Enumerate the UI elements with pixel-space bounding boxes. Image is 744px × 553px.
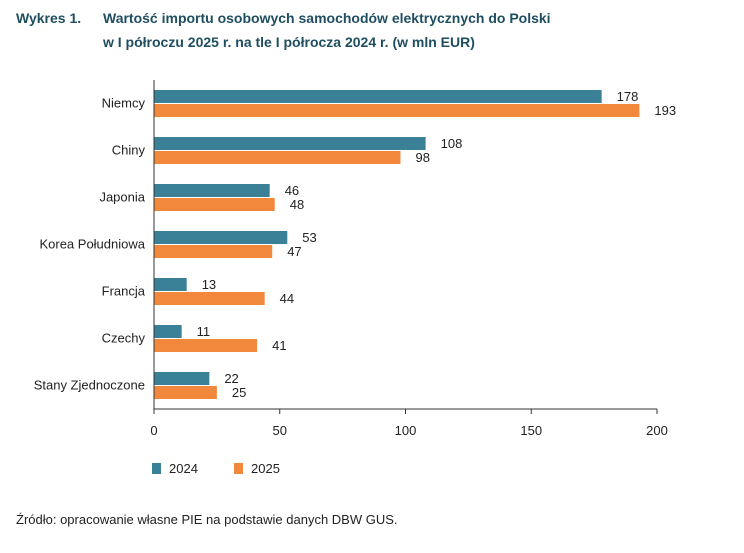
category-label-chiny: Chiny [112, 143, 146, 158]
x-tick-label-50: 50 [273, 423, 287, 438]
data-label-2025-japonia: 48 [290, 197, 304, 212]
chart-title-line-1: Wartość importu osobowych samochodów ele… [103, 10, 551, 26]
x-tick-label-200: 200 [646, 423, 668, 438]
category-label-japonia: Japonia [99, 190, 145, 205]
data-label-2025-czechy: 41 [272, 338, 286, 353]
x-tick-label-100: 100 [395, 423, 417, 438]
bar-2024-chiny [154, 137, 426, 150]
bar-2025-francja [154, 292, 265, 305]
bar-2024-japonia [154, 184, 270, 197]
source-note: Źródło: opracowanie własne PIE na podsta… [16, 512, 398, 527]
data-label-2024-stany-zjednoczone: 22 [224, 371, 238, 386]
chart-title-line-2: w I półroczu 2025 r. na tle I półrocza 2… [103, 34, 475, 50]
data-label-2025-chiny: 98 [415, 150, 429, 165]
bar-2025-stany-zjednoczone [154, 386, 217, 399]
data-label-2024-niemcy: 178 [617, 89, 639, 104]
category-label-czechy: Czechy [102, 331, 146, 346]
data-label-2025-niemcy: 193 [654, 103, 676, 118]
bar-2024-czechy [154, 325, 182, 338]
data-label-2024-chiny: 108 [441, 136, 463, 151]
data-label-2025-stany-zjednoczone: 25 [232, 385, 246, 400]
bar-2024-stany-zjednoczone [154, 372, 210, 385]
bar-2024-korea-poludniowa [154, 231, 288, 244]
chart-number-label: Wykres 1. [16, 10, 82, 26]
bar-2025-chiny [154, 151, 401, 164]
category-label-francja: Francja [102, 284, 146, 299]
data-label-2024-francja: 13 [202, 277, 216, 292]
x-tick-label-0: 0 [150, 423, 157, 438]
bar-2025-niemcy [154, 104, 640, 117]
data-label-2025-francja: 44 [280, 291, 294, 306]
data-label-2025-korea-poludniowa: 47 [287, 244, 301, 259]
bar-2024-francja [154, 278, 187, 291]
bar-2025-korea-poludniowa [154, 245, 273, 258]
legend-item-2024: 2024 [152, 461, 198, 476]
category-label-stany-zjednoczone: Stany Zjednoczone [34, 378, 145, 393]
bar-2025-japonia [154, 198, 275, 211]
legend-label-2024: 2024 [169, 461, 198, 476]
bar-2024-niemcy [154, 90, 602, 103]
legend-swatch-2025 [234, 463, 243, 474]
bar-2025-czechy [154, 339, 258, 352]
legend-swatch-2024 [152, 463, 161, 474]
data-label-2024-czechy: 11 [197, 324, 211, 339]
x-tick-label-150: 150 [520, 423, 542, 438]
category-label-korea-poludniowa: Korea Południowa [39, 237, 145, 252]
legend-label-2025: 2025 [251, 461, 280, 476]
legend-item-2025: 2025 [234, 461, 280, 476]
data-label-2024-japonia: 46 [285, 183, 299, 198]
category-label-niemcy: Niemcy [102, 96, 146, 111]
data-label-2024-korea-poludniowa: 53 [302, 230, 316, 245]
